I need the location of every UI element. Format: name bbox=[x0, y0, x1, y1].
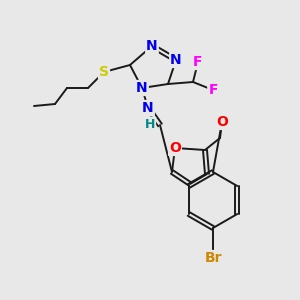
Text: S: S bbox=[99, 65, 109, 79]
Text: N: N bbox=[170, 53, 182, 67]
Text: O: O bbox=[169, 141, 181, 155]
Text: F: F bbox=[193, 55, 203, 69]
Text: N: N bbox=[142, 101, 154, 115]
Text: H: H bbox=[145, 118, 155, 130]
Text: N: N bbox=[136, 81, 148, 95]
Text: Br: Br bbox=[204, 251, 222, 265]
Text: O: O bbox=[216, 115, 228, 129]
Text: N: N bbox=[146, 39, 158, 53]
Text: F: F bbox=[208, 83, 218, 97]
